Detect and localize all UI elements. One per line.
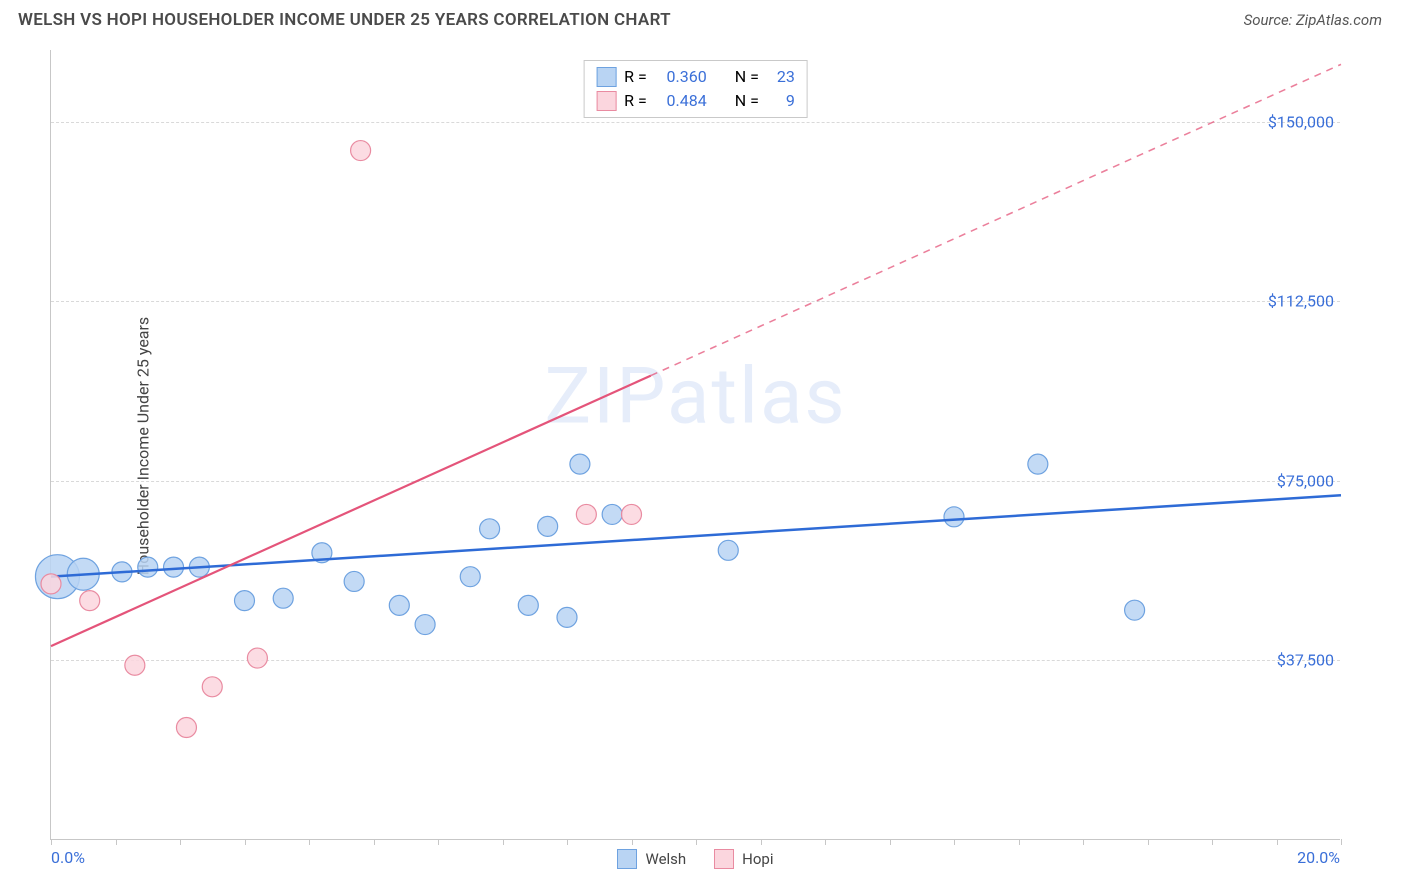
r-label: R = bbox=[624, 65, 647, 89]
data-point bbox=[570, 454, 590, 474]
n-value: 9 bbox=[767, 89, 795, 113]
xtick-mark bbox=[1148, 839, 1149, 845]
xtick-mark bbox=[503, 839, 504, 845]
data-point bbox=[944, 507, 964, 527]
swatch-welsh-icon bbox=[596, 67, 616, 87]
data-point bbox=[576, 504, 596, 524]
data-point bbox=[176, 717, 196, 737]
n-label: N = bbox=[735, 89, 759, 113]
data-point bbox=[415, 615, 435, 635]
data-point bbox=[538, 516, 558, 536]
legend-stats-row-hopi: R = 0.484 N = 9 bbox=[596, 89, 795, 113]
n-value: 23 bbox=[767, 65, 795, 89]
swatch-icon bbox=[617, 849, 637, 869]
chart-canvas bbox=[51, 50, 1340, 839]
data-point bbox=[202, 677, 222, 697]
data-point bbox=[480, 519, 500, 539]
data-point bbox=[80, 591, 100, 611]
data-point bbox=[389, 595, 409, 615]
r-value: 0.484 bbox=[655, 89, 707, 113]
swatch-hopi-icon bbox=[596, 91, 616, 111]
xtick-mark bbox=[1083, 839, 1084, 845]
xtick-mark bbox=[438, 839, 439, 845]
xtick-mark bbox=[696, 839, 697, 845]
legend-label: Hopi bbox=[742, 850, 773, 868]
swatch-icon bbox=[714, 849, 734, 869]
data-point bbox=[518, 595, 538, 615]
data-point bbox=[622, 504, 642, 524]
xtick-mark bbox=[245, 839, 246, 845]
xtick-mark bbox=[51, 839, 52, 845]
trend-line-solid bbox=[51, 495, 1341, 576]
r-value: 0.360 bbox=[655, 65, 707, 89]
xtick-mark bbox=[567, 839, 568, 845]
plot-area: ZIPatlas R = 0.360 N = 23 R = 0.484 N = … bbox=[50, 50, 1340, 840]
data-point bbox=[138, 557, 158, 577]
legend-stats-box: R = 0.360 N = 23 R = 0.484 N = 9 bbox=[583, 60, 808, 118]
n-label: N = bbox=[735, 65, 759, 89]
xtick-mark bbox=[1341, 839, 1342, 845]
xtick-mark bbox=[954, 839, 955, 845]
legend-item: Hopi bbox=[714, 849, 773, 869]
legend-series: Welsh Hopi bbox=[51, 849, 1340, 869]
legend-item: Welsh bbox=[617, 849, 686, 869]
xtick-mark bbox=[761, 839, 762, 845]
data-point bbox=[235, 591, 255, 611]
r-label: R = bbox=[624, 89, 647, 113]
data-point bbox=[1125, 600, 1145, 620]
data-point bbox=[351, 141, 371, 161]
xtick-mark bbox=[632, 839, 633, 845]
data-point bbox=[273, 588, 293, 608]
xtick-mark bbox=[890, 839, 891, 845]
chart-title: WELSH VS HOPI HOUSEHOLDER INCOME UNDER 2… bbox=[18, 10, 671, 30]
data-point bbox=[164, 557, 184, 577]
xtick-mark bbox=[1212, 839, 1213, 845]
xtick-mark bbox=[1019, 839, 1020, 845]
data-point bbox=[718, 540, 738, 560]
xtick-mark bbox=[1277, 839, 1278, 845]
legend-label: Welsh bbox=[645, 850, 686, 868]
xtick-mark bbox=[374, 839, 375, 845]
xtick-mark bbox=[309, 839, 310, 845]
data-point bbox=[247, 648, 267, 668]
data-point bbox=[460, 567, 480, 587]
xtick-mark bbox=[180, 839, 181, 845]
data-point bbox=[344, 571, 364, 591]
legend-stats-row-welsh: R = 0.360 N = 23 bbox=[596, 65, 795, 89]
source-attribution: Source: ZipAtlas.com bbox=[1244, 11, 1382, 29]
data-point bbox=[602, 504, 622, 524]
data-point bbox=[1028, 454, 1048, 474]
xtick-mark bbox=[825, 839, 826, 845]
data-point bbox=[41, 574, 61, 594]
xtick-mark bbox=[116, 839, 117, 845]
trend-line-solid bbox=[51, 376, 651, 647]
data-point bbox=[557, 607, 577, 627]
data-point bbox=[125, 655, 145, 675]
